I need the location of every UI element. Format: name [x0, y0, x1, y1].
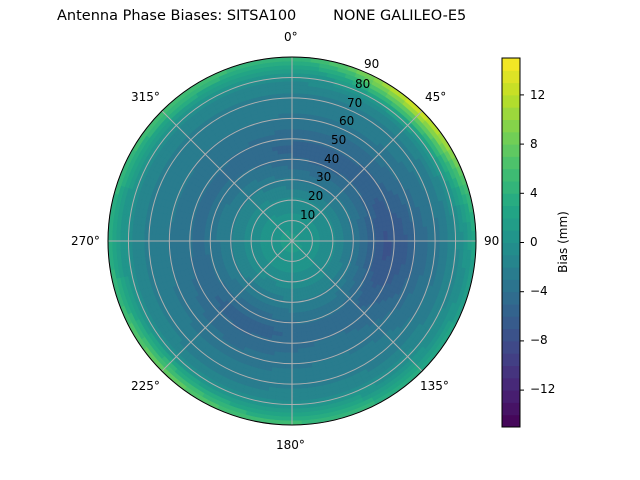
polar-frame — [107, 56, 477, 426]
grid-spoke — [161, 110, 293, 242]
colorbar-tick-minus12: −12 — [530, 382, 556, 396]
colorbar-tick-4: 4 — [530, 186, 538, 200]
r-label-30: 30 — [316, 170, 332, 184]
r-label-90: 90 — [364, 57, 380, 71]
theta-label-315: 315° — [131, 90, 160, 104]
theta-label-45: 45° — [425, 90, 447, 104]
colorbar-label: Bias (mm) — [556, 211, 570, 273]
r-label-20: 20 — [308, 189, 324, 203]
colorbar-tick-12: 12 — [530, 88, 546, 102]
chart-title: Antenna Phase Biases: SITSA100 NONE GALI… — [57, 8, 467, 24]
colorbar-tick-0: 0 — [530, 235, 538, 249]
theta-label-180: 180° — [276, 438, 305, 452]
grid-spoke — [161, 240, 293, 372]
polar-heatmap — [108, 57, 476, 425]
r-label-50: 50 — [331, 133, 347, 147]
colorbar-tick-8: 8 — [530, 137, 538, 151]
r-label-80: 80 — [355, 77, 371, 91]
theta-label-90: 90 — [484, 234, 500, 248]
grid-spoke — [291, 240, 423, 372]
grid-spoke — [291, 110, 423, 242]
r-label-10: 10 — [300, 208, 316, 222]
theta-label-0: 0° — [284, 30, 298, 44]
colorbar — [501, 57, 524, 428]
r-label-60: 60 — [339, 114, 355, 128]
r-label-40: 40 — [324, 152, 340, 166]
theta-label-270: 270° — [71, 234, 100, 248]
colorbar-tick-minus4: −4 — [530, 284, 548, 298]
theta-label-135: 135° — [420, 379, 449, 393]
r-label-70: 70 — [347, 96, 363, 110]
theta-label-225: 225° — [131, 379, 160, 393]
colorbar-tick-minus8: −8 — [530, 333, 548, 347]
